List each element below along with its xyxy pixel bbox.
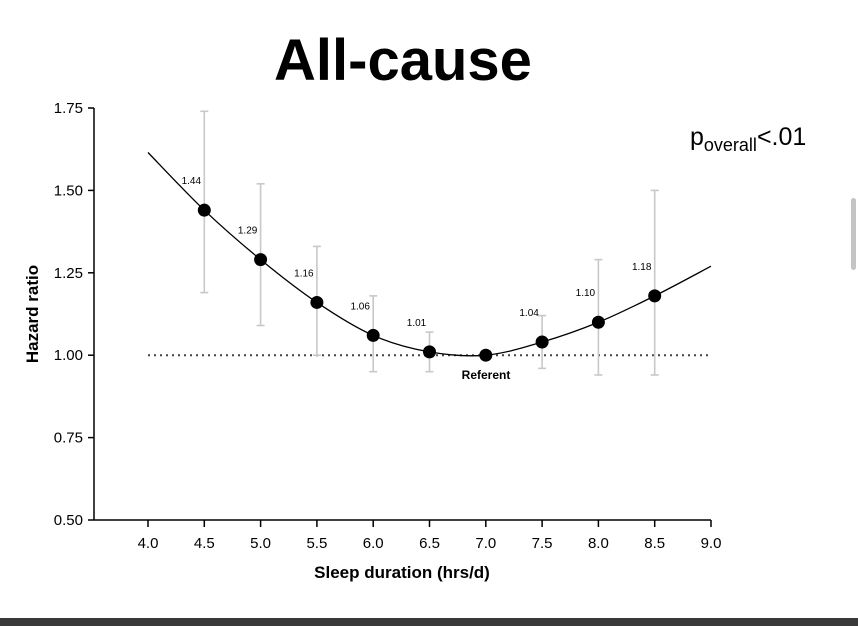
chart-title: All-cause [274,28,532,93]
data-point [423,345,436,359]
y-tick-label: 0.75 [54,430,83,447]
x-tick-label: 6.5 [419,535,440,552]
referent-label: Referent [462,368,511,382]
error-bar [650,189,659,376]
error-bars [200,110,659,376]
data-point [197,203,211,217]
data-label: 1.44 [182,176,202,187]
x-tick-label: 4.0 [138,535,159,552]
x-tick-label: 7.5 [532,535,553,552]
x-tick-label: 7.0 [475,535,496,552]
data-point [591,315,605,329]
data-label: 1.18 [632,262,652,273]
data-label: 1.06 [350,301,370,312]
x-tick-label: 5.5 [306,535,327,552]
y-tick-label: 1.25 [54,265,83,282]
error-bar [200,110,209,294]
data-label: 1.04 [519,308,539,319]
y-tick-label: 0.50 [54,512,83,529]
axes [93,108,711,521]
data-point [254,253,268,267]
x-tick-label: 8.0 [588,535,609,552]
x-tick-label: 9.0 [701,535,722,552]
data-points [197,203,662,362]
data-label: 1.29 [238,226,258,237]
data-labels: 1.44 1.29 1.16 1.06 1.01 1.04 1.10 1.18 [182,176,652,329]
p-value-subscript: overall [704,135,757,155]
y-axis-label: Hazard ratio [23,265,42,363]
data-point [648,289,662,303]
fit-curve [147,152,712,357]
data-point [366,328,380,342]
x-tick-label: 4.5 [194,535,215,552]
p-value-suffix: <.01 [757,123,806,151]
data-point [535,335,549,349]
x-ticks: 4.0 4.5 5.0 5.5 6.0 6.5 7.0 7.5 8.0 8.5 9.0 [138,520,722,552]
x-tick-label: 5.0 [250,535,271,552]
scrollbar-thumb[interactable] [851,198,856,270]
data-point [310,295,324,309]
y-tick-label: 1.00 [54,347,83,364]
p-value-annotation: poverall<.01 [690,123,806,155]
y-ticks: 0.50 0.75 1.00 1.25 1.50 1.75 [54,100,94,529]
p-value-prefix: p [690,123,704,151]
y-tick-label: 1.75 [54,100,83,117]
y-tick-label: 1.50 [54,182,83,199]
data-point [479,348,493,362]
data-label: 1.10 [576,288,596,299]
data-label: 1.16 [294,268,314,279]
x-axis-label: Sleep duration (hrs/d) [314,563,490,582]
x-tick-label: 6.0 [363,535,384,552]
x-tick-label: 8.5 [644,535,665,552]
bottom-bar [0,618,858,626]
data-label: 1.01 [407,318,427,329]
